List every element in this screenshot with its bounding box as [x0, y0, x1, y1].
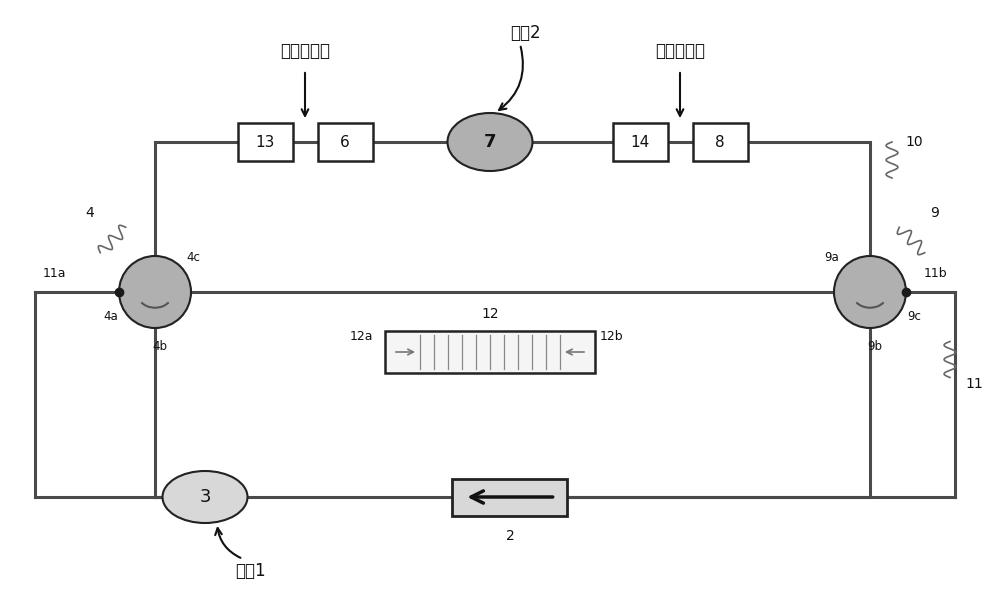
Text: 6: 6: [340, 134, 350, 149]
Text: 输出1: 输出1: [235, 562, 265, 580]
Text: 9a: 9a: [824, 251, 839, 264]
Ellipse shape: [834, 256, 906, 328]
Text: 11b: 11b: [923, 267, 947, 280]
Text: 11: 11: [965, 377, 983, 391]
Ellipse shape: [162, 471, 247, 523]
Text: 12a: 12a: [350, 329, 373, 343]
Text: 7: 7: [484, 133, 496, 151]
Text: 调制波形一: 调制波形一: [280, 42, 330, 60]
Bar: [612, 123, 668, 161]
Text: 4b: 4b: [152, 340, 168, 353]
Ellipse shape: [119, 256, 191, 328]
Text: 9c: 9c: [907, 310, 921, 323]
Text: 12b: 12b: [600, 329, 624, 343]
Text: 2: 2: [506, 529, 514, 542]
Text: 8: 8: [715, 134, 725, 149]
Text: 9: 9: [931, 206, 939, 220]
Bar: [692, 123, 748, 161]
Bar: [318, 123, 372, 161]
Bar: [385, 331, 595, 373]
Text: 13: 13: [255, 134, 275, 149]
Text: 4: 4: [86, 206, 94, 220]
Bar: [452, 479, 567, 515]
Text: 4c: 4c: [186, 251, 200, 264]
Ellipse shape: [448, 113, 532, 171]
Text: 11a: 11a: [43, 267, 66, 280]
Text: 输出2: 输出2: [510, 24, 540, 42]
Text: 4a: 4a: [104, 310, 118, 323]
Text: 3: 3: [199, 488, 211, 506]
Bar: [238, 123, 292, 161]
Text: 14: 14: [630, 134, 650, 149]
Text: 10: 10: [905, 135, 923, 149]
Text: 12: 12: [481, 307, 499, 321]
Text: 调制波形二: 调制波形二: [655, 42, 705, 60]
Text: 9b: 9b: [868, 340, 883, 353]
